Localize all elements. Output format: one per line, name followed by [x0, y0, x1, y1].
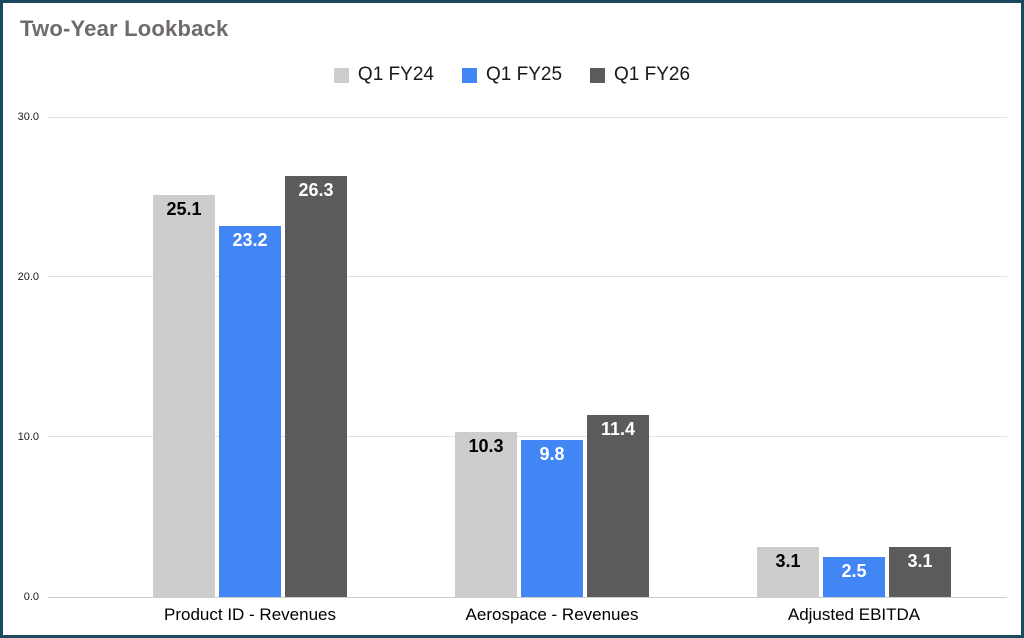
bar: 23.2 — [219, 225, 281, 597]
x-axis-labels: Product ID - Revenues Aerospace - Revenue… — [99, 605, 1005, 625]
bar: 2.5 — [823, 557, 885, 597]
y-tick-label: 0.0 — [23, 591, 39, 603]
bar: 3.1 — [889, 547, 951, 597]
bar-group: 25.1 23.2 26.3 — [99, 117, 401, 597]
y-tick-label: 10.0 — [17, 430, 39, 443]
category-label: Aerospace - Revenues — [465, 605, 639, 624]
bar-value-label: 23.2 — [232, 229, 268, 250]
bar-value-label: 3.1 — [907, 551, 933, 572]
legend-swatch-icon — [590, 67, 606, 83]
plot-area: 25.1 23.2 26.3 10.3 9.8 11.4 3.1 2.5 3.1 — [99, 117, 1005, 597]
legend-item: Q1 FY24 — [333, 64, 434, 86]
bar: 9.8 — [521, 440, 583, 597]
bar-value-label: 2.5 — [841, 561, 867, 582]
y-axis: 30.0 20.0 10.0 0.0 — [3, 111, 43, 603]
bar: 25.1 — [153, 195, 215, 597]
y-tick-label: 30.0 — [17, 111, 39, 123]
category-label: Product ID - Revenues — [164, 605, 336, 624]
legend-label: Q1 FY26 — [614, 64, 691, 85]
bar-value-label: 10.3 — [468, 436, 504, 457]
y-tick-label: 20.0 — [17, 270, 39, 283]
bar: 11.4 — [587, 414, 649, 597]
legend-swatch-icon — [461, 67, 477, 83]
legend-label: Q1 FY25 — [485, 64, 563, 85]
legend-label: Q1 FY24 — [357, 64, 434, 85]
bar-value-label: 26.3 — [298, 180, 334, 201]
legend-swatch-icon — [333, 67, 349, 83]
bar-value-label: 3.1 — [775, 551, 801, 572]
chart-title: Two-Year Lookback — [20, 16, 229, 41]
category-label: Adjusted EBITDA — [787, 605, 921, 624]
legend-item: Q1 FY26 — [590, 64, 690, 86]
bar: 3.1 — [757, 547, 819, 597]
bar-group: 10.3 9.8 11.4 — [401, 117, 703, 597]
bar: 10.3 — [455, 432, 517, 597]
bar-group: 3.1 2.5 3.1 — [703, 117, 1005, 597]
bar-value-label: 25.1 — [166, 199, 202, 220]
bar: 26.3 — [285, 176, 347, 597]
legend-item: Q1 FY25 — [461, 64, 563, 86]
legend: Q1 FY24 Q1 FY25 Q1 FY26 — [3, 64, 1021, 86]
bar-value-label: 9.8 — [539, 444, 565, 465]
bar-value-label: 11.4 — [600, 418, 636, 439]
